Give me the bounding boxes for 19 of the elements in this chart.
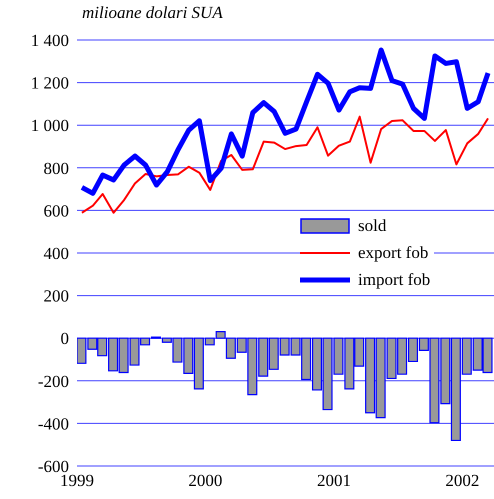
- line-series: [80, 116, 490, 214]
- legend-label: import fob: [358, 270, 430, 290]
- x-tick-label: 2002: [445, 471, 480, 490]
- y-tick-label: 600: [44, 201, 69, 220]
- x-tick-label: 1999: [60, 471, 94, 490]
- x-tick-label: 2001: [317, 471, 352, 490]
- x-tick-label: 2000: [188, 471, 222, 490]
- y-tick-label: -400: [38, 414, 69, 434]
- legend-label: export fob: [358, 242, 428, 262]
- y-tick-label: 1 400: [30, 31, 69, 50]
- legend-label: sold: [358, 216, 386, 236]
- y-tick-label: 200: [44, 286, 69, 306]
- y-tick-label: 800: [44, 158, 69, 178]
- y-tick-label: 1 200: [30, 74, 69, 93]
- y-tick-label: -200: [38, 372, 69, 391]
- y-tick-label: 400: [44, 244, 69, 264]
- y-tick-label: 0: [60, 329, 69, 348]
- y-tick-label: 1 000: [30, 116, 69, 136]
- chart-title: milioane dolari SUA: [82, 3, 223, 23]
